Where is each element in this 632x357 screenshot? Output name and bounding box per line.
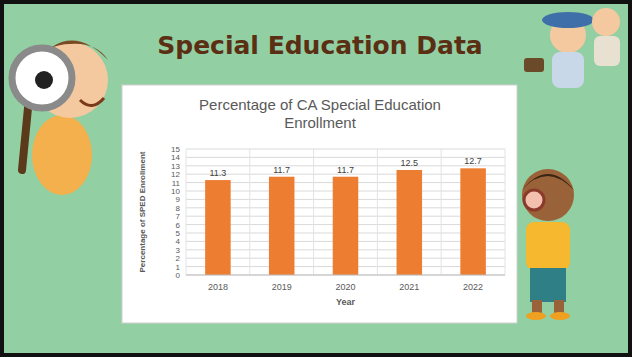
- kid-eye: [35, 71, 53, 89]
- kid-shorts: [530, 268, 566, 302]
- chart-title: Percentage of CA Special EducationEnroll…: [199, 96, 441, 131]
- kid-head: [522, 169, 574, 221]
- y-tick-label: 9: [176, 195, 181, 204]
- y-tick-label: 12: [171, 170, 180, 179]
- grid-line-vertical: [249, 149, 250, 275]
- kid-head: [592, 8, 620, 36]
- data-label: 11.7: [337, 165, 354, 175]
- grid-line-vertical: [377, 149, 378, 275]
- magnifier-handle: [22, 108, 28, 170]
- slide-background: [2, 2, 630, 355]
- x-tick-label: 2022: [463, 282, 483, 292]
- x-tick-label: 2021: [399, 282, 419, 292]
- slide-heading: Special Education Data: [157, 31, 483, 60]
- x-tick-label: 2018: [208, 282, 228, 292]
- data-label: 11.3: [209, 168, 226, 178]
- data-label: 11.7: [273, 165, 290, 175]
- kid-body: [552, 52, 584, 88]
- chart-panel: [122, 85, 517, 323]
- bar: [205, 180, 231, 275]
- grid-line: [186, 157, 505, 158]
- title-line: Percentage of CA Special Education: [199, 96, 441, 113]
- y-tick-label: 7: [176, 212, 181, 221]
- y-tick-label: 15: [171, 145, 180, 154]
- kid-leg: [532, 300, 542, 314]
- bar: [269, 177, 295, 275]
- grid: [186, 149, 505, 275]
- kid-shoe: [526, 312, 546, 320]
- kid-leg: [554, 300, 564, 314]
- y-tick-label: 14: [171, 153, 180, 162]
- data-label: 12.5: [401, 158, 419, 168]
- y-tick-label: 1: [176, 263, 181, 272]
- x-axis-line: [186, 275, 505, 276]
- kid-smile: [80, 98, 104, 106]
- bar: [397, 170, 423, 275]
- bar: [333, 177, 359, 275]
- magnifier-lens: [524, 190, 544, 210]
- bars: [205, 168, 486, 275]
- x-tick-label: 2020: [335, 282, 355, 292]
- y-tick-label: 0: [176, 271, 181, 280]
- y-tick-label: 3: [176, 246, 181, 255]
- kid-shoe: [550, 312, 570, 320]
- data-label: 12.7: [464, 156, 482, 166]
- y-tick-label: 2: [176, 254, 181, 263]
- x-axis-title: Year: [336, 297, 356, 307]
- bar: [460, 168, 486, 275]
- title-line: Enrollment: [284, 114, 357, 131]
- kid-body: [594, 36, 620, 66]
- y-tick-label: 5: [176, 229, 181, 238]
- grid-line: [186, 275, 505, 276]
- y-tick-label: 4: [176, 237, 181, 246]
- kid-hair: [522, 174, 574, 190]
- slide: Special Education Data Percentage of CA S…: [0, 0, 632, 357]
- kid-body: [32, 115, 92, 195]
- grid-line-vertical: [505, 149, 506, 275]
- y-tick-label: 6: [176, 221, 181, 230]
- kid-shirt: [526, 222, 570, 270]
- camera: [524, 58, 544, 72]
- y-tick-label: 10: [171, 187, 180, 196]
- kid-hat: [542, 12, 594, 28]
- grid-line-vertical: [313, 149, 314, 275]
- y-tick-label: 11: [172, 179, 181, 188]
- grid-line-vertical: [186, 149, 187, 275]
- magnifier-lens: [12, 48, 72, 108]
- y-axis-title: Percentage of SPED Enrollment: [138, 151, 147, 272]
- y-tick-label: 13: [171, 162, 180, 171]
- grid-line: [186, 149, 505, 150]
- y-tick-label: 8: [176, 204, 181, 213]
- grid-line-vertical: [441, 149, 442, 275]
- x-tick-label: 2019: [272, 282, 292, 292]
